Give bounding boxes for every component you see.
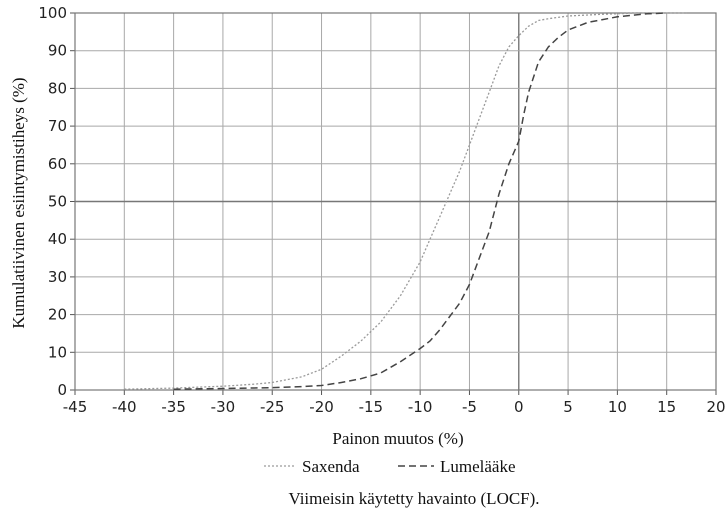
legend-label-lumelaake: Lumelääke — [440, 457, 516, 476]
y-axis-title: Kumulatiivinen esiintymistiheys (%) — [9, 77, 28, 328]
legend-label-saxenda: Saxenda — [302, 457, 360, 476]
y-tick-label: 70 — [48, 117, 67, 135]
y-tick-label: 10 — [48, 343, 67, 361]
x-tick-label: -40 — [112, 398, 137, 416]
x-tick-label: -15 — [359, 398, 384, 416]
x-tick-label: -20 — [309, 398, 334, 416]
y-tick-label: 80 — [48, 79, 67, 97]
y-tick-label: 40 — [48, 230, 67, 248]
x-tick-label: -35 — [161, 398, 186, 416]
y-tick-label: 20 — [48, 306, 67, 324]
x-tick-label: 0 — [514, 398, 524, 416]
x-axis-title: Painon muutos (%) — [332, 429, 463, 448]
x-tick-label: 15 — [657, 398, 676, 416]
axes — [70, 12, 717, 395]
plot-frame — [74, 12, 717, 391]
y-tick-label: 60 — [48, 155, 67, 173]
x-tick-label: -30 — [211, 398, 236, 416]
y-tick-label: 0 — [57, 381, 67, 399]
figure-caption: Viimeisin käytetty havainto (LOCF). — [288, 489, 539, 508]
y-tick-label: 90 — [48, 42, 67, 60]
y-tick-label: 50 — [48, 193, 67, 211]
series-line-saxenda — [124, 12, 687, 390]
y-tick-label: 30 — [48, 268, 67, 286]
x-tick-label: -25 — [260, 398, 285, 416]
tick-labels: -45 -40 -35 -30 -25 -20 -15 -10 -5 0 5 10 15 20 0 10 20 3… — [38, 4, 725, 416]
x-tick-label: 10 — [608, 398, 627, 416]
x-tick-label: 5 — [563, 398, 573, 416]
x-tick-label: -45 — [63, 398, 88, 416]
y-tick-label: 100 — [38, 4, 67, 22]
x-tick-label: -10 — [408, 398, 433, 416]
x-tick-label: 20 — [706, 398, 725, 416]
grid-lines — [74, 12, 717, 391]
series-lines — [124, 12, 687, 390]
x-tick-label: -5 — [462, 398, 477, 416]
legend: Saxenda Lumelääke — [264, 457, 516, 476]
